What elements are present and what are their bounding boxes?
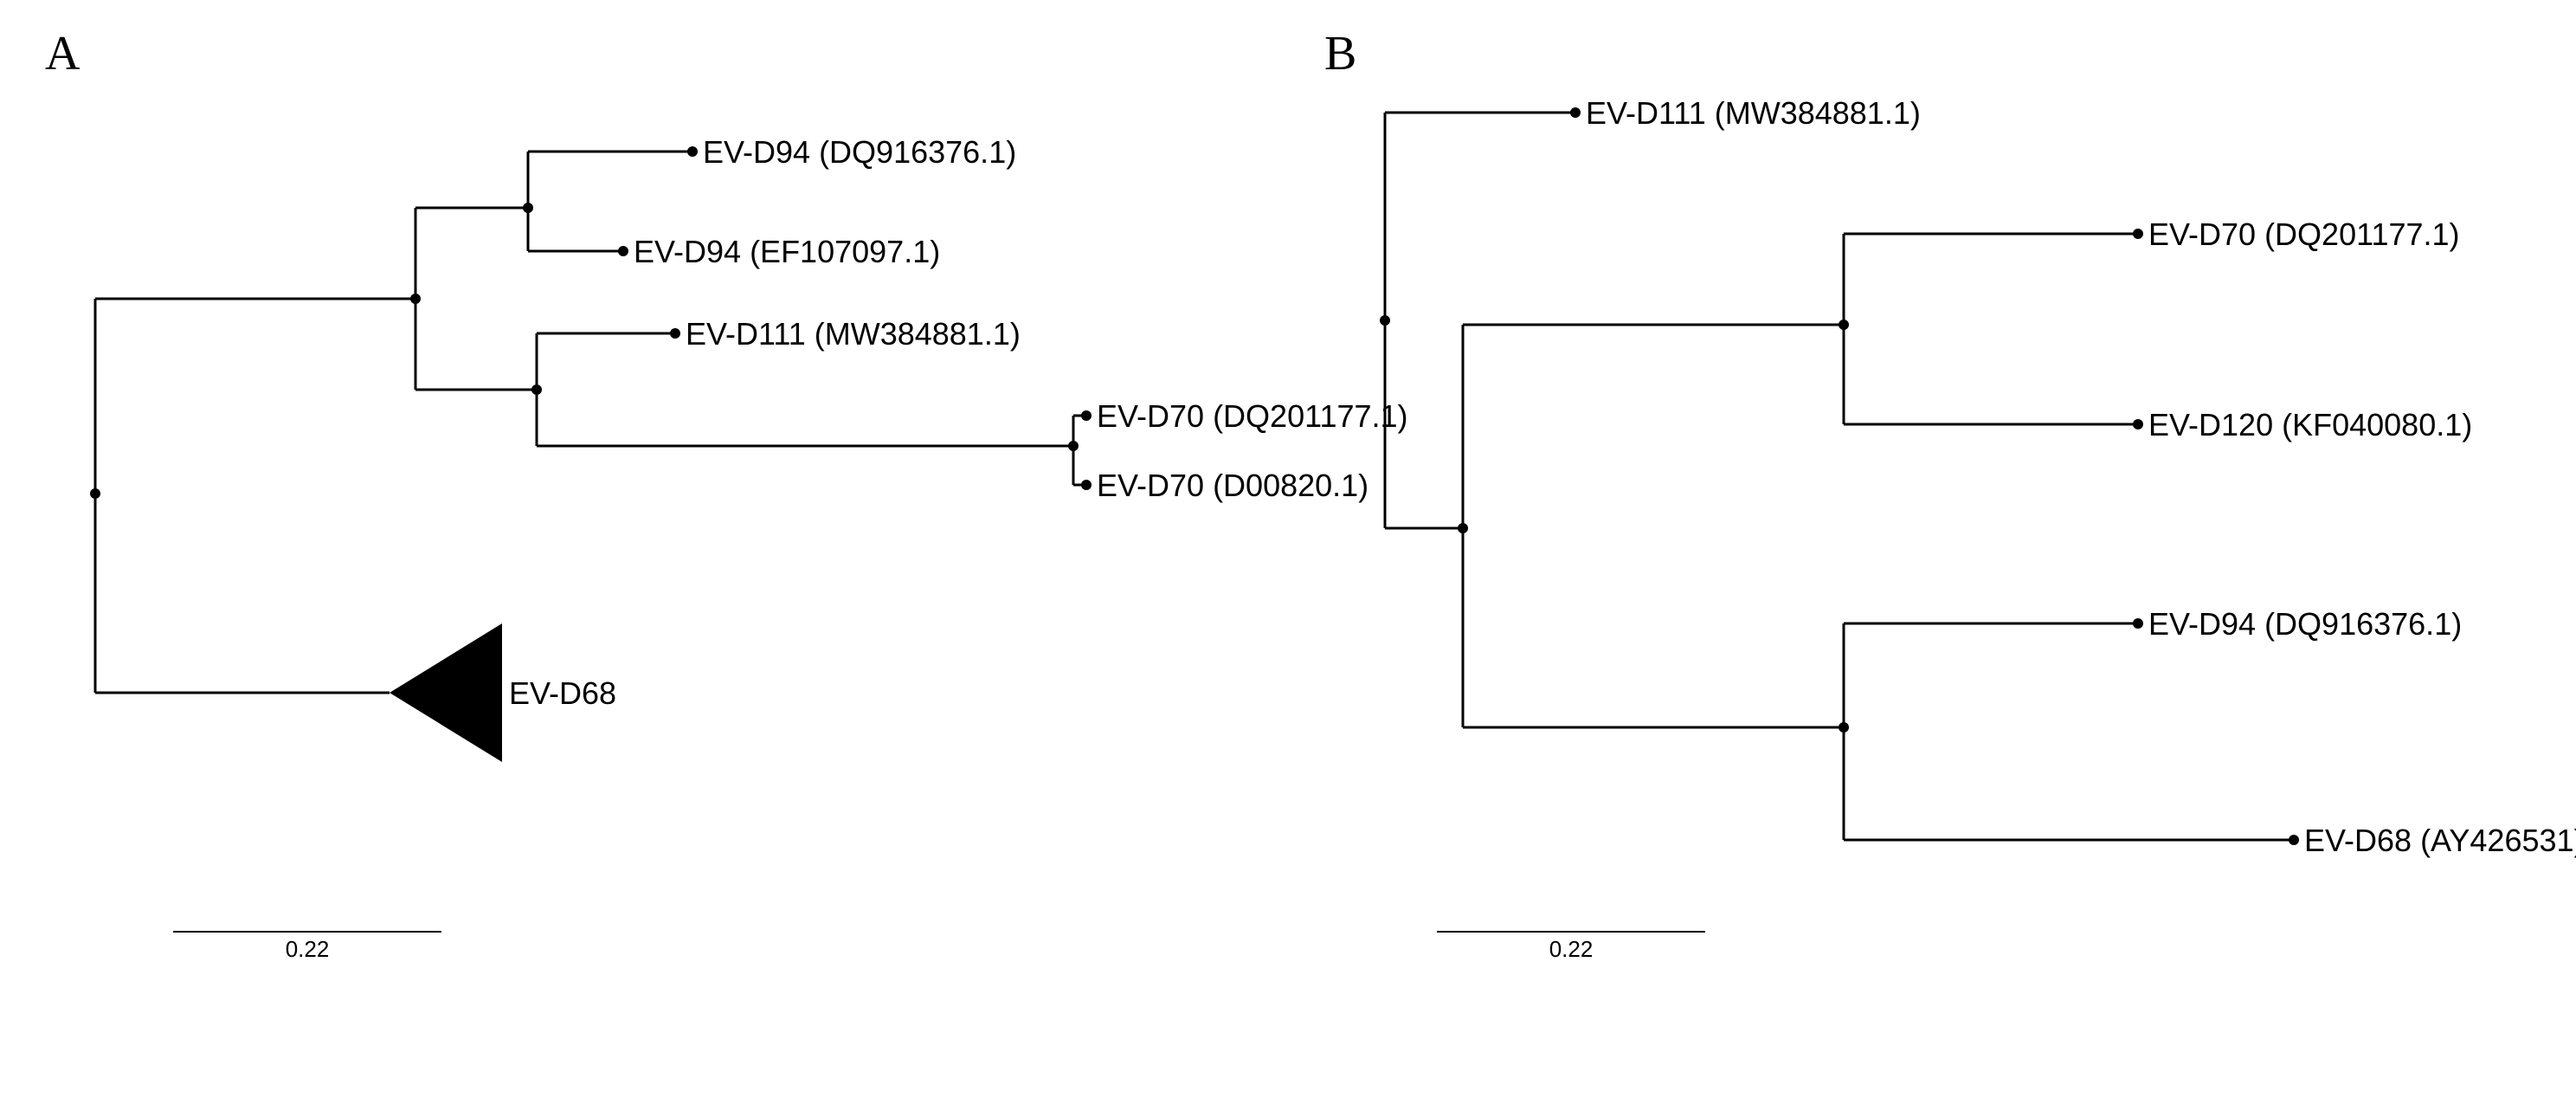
scale-label-a: 0.22 (173, 936, 441, 963)
taxon-b-d68: EV-D68 (AY426531) (2304, 823, 2576, 859)
taxon-a-d70b: EV-D70 (D00820.1) (1097, 468, 1368, 504)
taxon-b-d111: EV-D111 (MW384881.1) (1586, 95, 1921, 132)
taxon-a-d111: EV-D111 (MW384881.1) (686, 316, 1021, 352)
taxon-a-d68: EV-D68 (509, 675, 616, 712)
scale-label-b: 0.22 (1437, 936, 1705, 963)
tree-b (1359, 61, 2528, 944)
taxon-a-d94a: EV-D94 (DQ916376.1) (703, 134, 1016, 171)
scale-bar-b (1437, 931, 1705, 933)
taxon-b-d94: EV-D94 (DQ916376.1) (2148, 606, 2462, 642)
tree-a (69, 104, 1229, 883)
taxon-a-d94b: EV-D94 (EF107097.1) (634, 234, 940, 270)
taxon-b-d70: EV-D70 (DQ201177.1) (2148, 216, 2460, 253)
panel-b-label: B (1324, 26, 1356, 81)
panel-a-label: A (45, 26, 80, 81)
taxon-b-d120: EV-D120 (KF040080.1) (2148, 407, 2472, 443)
scale-bar-a (173, 931, 441, 933)
